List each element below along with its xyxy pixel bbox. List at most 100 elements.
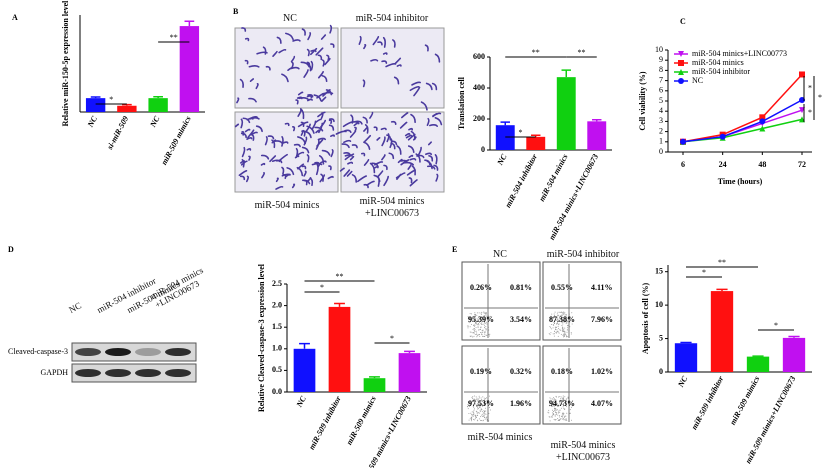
flow-dot [560,333,562,335]
flow-dot [549,334,551,336]
x-axis-label: Time (hours) [718,177,763,186]
cell [362,79,366,88]
image-label: NC [283,13,297,24]
flow-dot [476,336,478,338]
cell [239,78,244,88]
flow-dot [554,414,556,416]
flow-dot [565,316,567,318]
cell [363,126,369,132]
flow-dot [562,329,564,331]
cell [240,160,246,164]
cell [264,136,268,146]
flow-dot [554,316,556,318]
cell [247,129,255,139]
flow-dot [486,328,488,330]
cell [240,132,247,139]
x-tick-label: miR-504 inhibitor [503,152,539,209]
cell [397,158,403,164]
flow-dot [562,398,564,400]
cell [343,139,352,144]
flow-dot [469,405,471,407]
flow-dot [560,418,562,420]
flow-dot [565,320,567,322]
flow-dot [484,402,486,404]
flow-dot [485,398,487,400]
cell [297,91,304,96]
flow-dot [565,322,567,324]
flow-dot [476,417,478,419]
bar [710,291,734,372]
error-bar [334,302,345,307]
flow-dot [475,414,477,416]
cell [381,154,386,161]
flow-dot [555,399,557,401]
flow-dot [481,331,483,333]
cell [285,173,291,178]
cell [364,134,372,143]
cell [377,41,383,46]
flow-dot [567,336,569,338]
significance-label: * [109,95,113,104]
x-tick-label: NC [676,374,690,390]
cell [300,121,305,128]
flow-dot [550,328,552,330]
cell [246,148,252,151]
flow-plot [461,345,541,425]
x-tick-label: miR-509 mimics [728,375,761,427]
quadrant-percent: 97.53% [468,399,494,408]
flow-plot [542,345,622,425]
flow-dot [480,408,482,410]
flow-dot [561,311,563,313]
cell [328,119,333,125]
cell [383,175,389,187]
cell [380,127,387,131]
flow-dot [561,415,563,417]
flow-dot [562,396,564,398]
flow-dot [475,322,477,324]
flow-dot [485,397,487,399]
panel-letter: E [452,245,457,254]
flow-dot [481,419,483,421]
bar [398,353,421,392]
flow-dot [483,311,485,313]
cell [369,111,374,119]
significance-label: ** [532,48,540,57]
cell [281,136,284,147]
flow-dot [553,418,555,420]
cell [315,129,320,134]
flow-dot [554,415,556,417]
flow-dot [553,324,555,326]
flow-dot [564,415,566,417]
flow-dot [489,333,491,335]
y-tick-label: 0 [481,145,485,154]
flow-dot [550,323,552,325]
cell [377,170,384,178]
flow-dot [566,318,568,320]
legend-label: miR-504 minics+LINC00773 [692,49,787,58]
flow-dot [557,315,559,317]
flow-dot [564,315,566,317]
cell [321,96,327,102]
cell [347,161,354,165]
error-bar [369,376,380,379]
cell [410,113,416,124]
cell [275,185,284,190]
flow-dot [563,320,565,322]
flow-dot [472,336,474,338]
flow-dot [553,321,555,323]
significance-label: * [390,334,394,343]
flow-dot [470,331,472,333]
cell [434,154,438,165]
cell [408,154,414,159]
flow-dot [571,405,573,407]
quadrant-percent: 0.32% [510,367,532,376]
flow-dot [553,397,555,399]
quadrant-percent: 87.38% [549,315,575,324]
flow-dot [561,322,563,324]
flow-dot [481,316,483,318]
flow-dot [557,412,559,414]
significance-label: * [808,108,812,117]
flow-dot [482,323,484,325]
cell [255,82,259,90]
line [682,99,803,143]
